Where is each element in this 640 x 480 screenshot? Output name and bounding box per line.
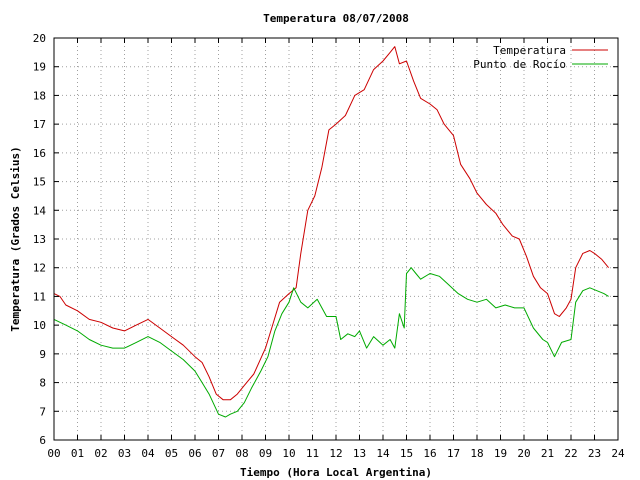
x-tick-label: 10 xyxy=(282,447,295,460)
y-tick-label: 8 xyxy=(39,377,46,390)
x-tick-label: 03 xyxy=(118,447,131,460)
x-tick-label: 04 xyxy=(141,447,155,460)
x-tick-label: 15 xyxy=(400,447,413,460)
series-line-temperatura xyxy=(53,46,609,401)
y-tick-label: 7 xyxy=(39,405,46,418)
y-tick-label: 10 xyxy=(33,319,46,332)
x-tick-label: 19 xyxy=(494,447,507,460)
x-tick-label: 02 xyxy=(94,447,107,460)
x-tick-label: 21 xyxy=(541,447,554,460)
x-tick-label: 07 xyxy=(212,447,225,460)
legend-label: Temperatura xyxy=(493,44,566,57)
y-tick-label: 20 xyxy=(33,32,46,45)
x-tick-label: 20 xyxy=(517,447,530,460)
x-tick-label: 16 xyxy=(423,447,436,460)
x-tick-label: 23 xyxy=(588,447,601,460)
y-tick-label: 17 xyxy=(33,118,46,131)
x-tick-label: 01 xyxy=(71,447,84,460)
y-axis-ticks: 6 7 8 9 10 11 12 13 14 15 16 17 18 19 20 xyxy=(33,32,618,447)
y-axis-label: Temperatura (Grados Celsius) xyxy=(9,146,22,331)
series-line-punto-de-rocio xyxy=(53,267,609,418)
x-axis-label: Tiempo (Hora Local Argentina) xyxy=(240,466,432,479)
y-tick-label: 6 xyxy=(39,434,46,447)
y-tick-label: 13 xyxy=(33,233,46,246)
y-tick-label: 15 xyxy=(33,176,46,189)
x-tick-label: 08 xyxy=(235,447,248,460)
legend-label: Punto de Rocío xyxy=(473,58,566,71)
x-tick-label: 18 xyxy=(470,447,483,460)
x-tick-label: 11 xyxy=(306,447,319,460)
y-tick-label: 9 xyxy=(39,348,46,361)
y-tick-label: 16 xyxy=(33,147,46,160)
y-tick-label: 12 xyxy=(33,262,46,275)
y-tick-label: 18 xyxy=(33,89,46,102)
x-tick-label: 06 xyxy=(188,447,201,460)
chart-title: Temperatura 08/07/2008 xyxy=(263,12,409,25)
x-tick-label: 09 xyxy=(259,447,272,460)
x-tick-label: 00 xyxy=(47,447,60,460)
x-axis-ticks: 00 01 02 03 04 05 06 07 08 09 10 11 12 13 14 15 16 17 18 19… xyxy=(47,38,625,460)
y-tick-label: 14 xyxy=(33,204,47,217)
series-layer xyxy=(53,46,609,418)
y-tick-label: 19 xyxy=(33,61,46,74)
x-tick-label: 14 xyxy=(376,447,390,460)
x-tick-label: 24 xyxy=(611,447,625,460)
x-tick-label: 13 xyxy=(353,447,366,460)
x-tick-label: 05 xyxy=(165,447,178,460)
x-tick-label: 17 xyxy=(447,447,460,460)
y-tick-label: 11 xyxy=(33,290,46,303)
x-tick-label: 22 xyxy=(564,447,577,460)
x-tick-label: 12 xyxy=(329,447,342,460)
grid-lines xyxy=(54,38,618,440)
